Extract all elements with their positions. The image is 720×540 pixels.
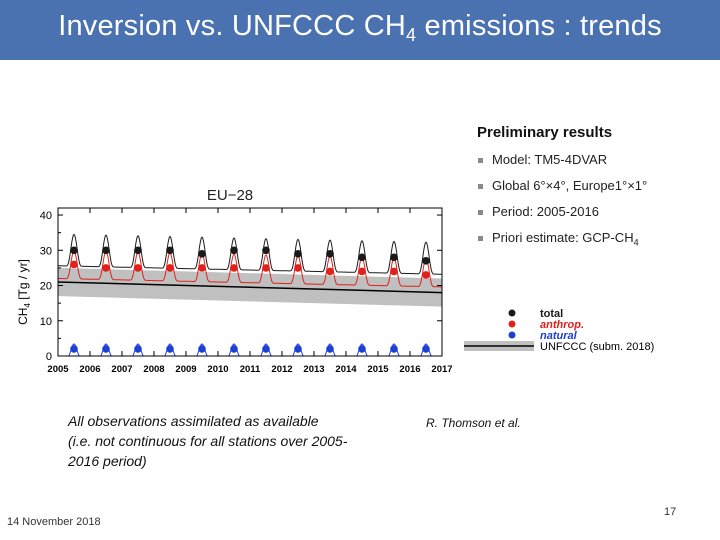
note-line: 2016 period) bbox=[68, 453, 147, 469]
legend-marker bbox=[508, 309, 516, 317]
series-line-anthrop bbox=[58, 249, 442, 288]
natural-point bbox=[390, 345, 398, 353]
bullet-priori: Priori estimate: GCP-CH4 bbox=[478, 230, 647, 256]
total-point bbox=[294, 250, 302, 258]
anthrop-point bbox=[358, 267, 366, 276]
x-tick-label: 2016 bbox=[399, 364, 420, 375]
x-tick-label: 2009 bbox=[175, 364, 196, 375]
x-tick-label: 2010 bbox=[207, 364, 228, 375]
total-point bbox=[422, 257, 430, 265]
observation-note: All observations assimilated as availabl… bbox=[68, 411, 347, 471]
anthrop-point bbox=[262, 264, 270, 272]
note-line: All observations assimilated as availabl… bbox=[68, 413, 319, 429]
anthrop-point bbox=[230, 264, 238, 272]
total-point bbox=[102, 246, 110, 255]
chart-title: EU−28 bbox=[207, 187, 253, 204]
natural-point bbox=[198, 345, 206, 353]
natural-point bbox=[422, 345, 430, 353]
y-axis-label: CH4 [Tg / yr] bbox=[16, 259, 32, 325]
natural-point bbox=[70, 345, 78, 353]
unfccc-line bbox=[58, 281, 442, 294]
total-point bbox=[230, 246, 238, 255]
y-tick-label: 0 bbox=[46, 351, 52, 363]
emissions-chart: EU−28 0 10 20 30 40 2005 2006 2007 2008 2009 2010 20… bbox=[16, 187, 453, 375]
x-tick-label: 2013 bbox=[303, 364, 324, 375]
author-credit: R. Thomson et al. bbox=[426, 416, 521, 430]
anthrop-point bbox=[198, 264, 206, 272]
bullet-resolution: Global 6°×4°, Europe1°×1° bbox=[478, 178, 647, 204]
natural-point bbox=[262, 345, 270, 353]
natural-point bbox=[166, 345, 174, 353]
bullet-period: Period: 2005-2016 bbox=[478, 204, 647, 230]
anthrop-point bbox=[390, 267, 398, 276]
x-tick-label: 2011 bbox=[240, 364, 261, 375]
results-title: Preliminary results bbox=[477, 124, 613, 141]
anthrop-point bbox=[422, 271, 430, 279]
x-tick-label: 2014 bbox=[335, 364, 357, 375]
legend-label: anthrop. bbox=[540, 319, 584, 331]
anthrop-point bbox=[326, 267, 334, 276]
title-bar: Inversion vs. UNFCCC CH4 emissions : tre… bbox=[0, 0, 720, 60]
anthrop-point bbox=[294, 264, 302, 272]
x-tick-label: 2015 bbox=[367, 364, 389, 375]
natural-point bbox=[326, 345, 334, 353]
natural-point bbox=[134, 345, 142, 353]
total-point bbox=[262, 246, 270, 255]
y-tick-label: 20 bbox=[40, 281, 52, 293]
natural-point bbox=[230, 345, 238, 353]
x-tick-label: 2008 bbox=[143, 364, 164, 375]
x-tick-label: 2017 bbox=[431, 364, 452, 375]
legend-label: UNFCCC (subm. 2018) bbox=[540, 341, 654, 353]
bullet-model: Model: TM5-4DVAR bbox=[478, 152, 647, 178]
x-tick-label: 2007 bbox=[111, 364, 132, 375]
total-point bbox=[166, 246, 174, 255]
x-tick-label: 2012 bbox=[271, 364, 292, 375]
legend-label: natural bbox=[540, 330, 578, 342]
anthrop-point bbox=[70, 260, 78, 269]
total-point bbox=[134, 246, 142, 255]
anthrop-point bbox=[134, 264, 142, 272]
total-point bbox=[326, 250, 334, 258]
y-tick-label: 30 bbox=[40, 245, 52, 257]
legend-marker bbox=[508, 320, 516, 328]
y-tick-label: 10 bbox=[40, 316, 52, 328]
natural-point bbox=[294, 345, 302, 353]
x-tick-label: 2005 bbox=[47, 364, 69, 375]
natural-point bbox=[102, 345, 110, 353]
note-line: (i.e. not continuous for all stations ov… bbox=[68, 433, 348, 449]
page-number: 17 bbox=[664, 506, 677, 518]
total-point bbox=[390, 253, 398, 262]
series-line-total bbox=[58, 233, 442, 275]
x-tick-label: 2006 bbox=[79, 364, 100, 375]
y-tick-label: 40 bbox=[40, 210, 52, 222]
total-point bbox=[358, 253, 366, 262]
legend-marker bbox=[508, 331, 516, 339]
anthrop-point bbox=[102, 264, 110, 272]
natural-point bbox=[358, 345, 366, 353]
anthrop-point bbox=[166, 264, 174, 272]
total-point bbox=[198, 250, 206, 258]
legend-label: total bbox=[540, 308, 563, 320]
total-point bbox=[70, 246, 78, 255]
plot-area bbox=[58, 233, 442, 356]
slide-date: 14 November 2018 bbox=[7, 516, 101, 528]
results-bullet-list: Model: TM5-4DVAR Global 6°×4°, Europe1°×… bbox=[478, 152, 647, 256]
slide-title: Inversion vs. UNFCCC CH4 emissions : tre… bbox=[58, 10, 662, 45]
